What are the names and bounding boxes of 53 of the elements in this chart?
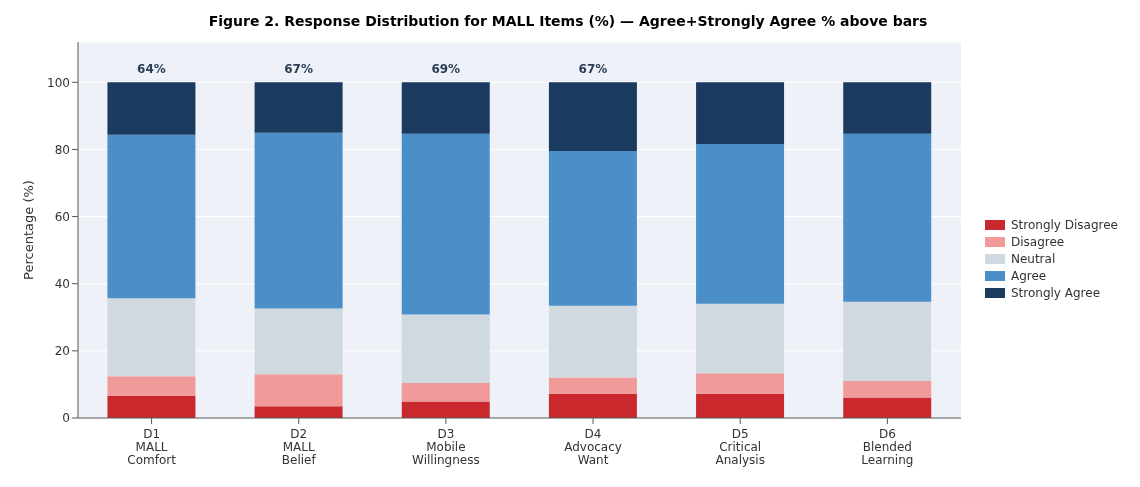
x-tick-label: D2 MALL Belief (281, 427, 317, 467)
bar (401, 133, 490, 315)
legend-label: Strongly Agree (1010, 286, 1101, 300)
annotation: 67% (284, 62, 313, 77)
annotation: 69% (431, 62, 461, 77)
y-tick-label: 80 (54, 142, 70, 157)
x-tick-label: D3 Mobile Willingness (412, 427, 480, 467)
x-tick-label: D1 MALL Comfort (127, 427, 177, 467)
y-tick-label: 100 (47, 75, 70, 90)
bar (843, 301, 932, 382)
x-tick-label: D4 Advocacy Want (564, 427, 622, 467)
bar (696, 393, 785, 418)
bar (401, 401, 490, 418)
bar (696, 373, 785, 394)
bar (254, 406, 343, 418)
bar (843, 381, 932, 398)
bar (548, 377, 637, 394)
bar (548, 305, 637, 378)
y-tick-label: 40 (54, 276, 70, 291)
legend-label: Agree (1010, 269, 1047, 283)
bar (254, 132, 343, 309)
bar (548, 151, 637, 306)
bar (548, 393, 637, 418)
bar (696, 144, 785, 304)
bar (254, 374, 343, 407)
chart-title: Figure 2. Response Distribution for MALL Items (%) — Agree+Strongly Agree % above bars (207, 12, 929, 31)
bar (107, 82, 196, 135)
x-tick-label: D6 Blended Learning (861, 427, 914, 467)
bar (843, 133, 932, 302)
legend-label: Disagree (1010, 235, 1065, 249)
bar (696, 82, 785, 145)
bar (696, 303, 785, 374)
bar (401, 314, 490, 384)
bar (107, 376, 196, 396)
bar (401, 383, 490, 402)
annotation: 67% (578, 62, 608, 77)
y-tick-label: 20 (54, 344, 70, 359)
y-tick-label: 60 (54, 209, 70, 224)
bar (107, 298, 196, 377)
y-axis-title: Percentage (%) (20, 180, 36, 280)
bar (843, 82, 932, 134)
bar (107, 395, 196, 418)
bar (254, 308, 343, 375)
bar (548, 82, 637, 152)
bar (107, 134, 196, 299)
y-tick-label: 0 (62, 411, 70, 426)
legend-label: Strongly Disagree (1010, 218, 1118, 232)
bar (254, 82, 343, 133)
annotation: 64% (137, 62, 166, 77)
bar (843, 397, 932, 418)
bar (401, 82, 490, 134)
x-tick-label: D5 Critical Analysis (715, 427, 765, 467)
legend-label: Neutral (1010, 252, 1056, 266)
